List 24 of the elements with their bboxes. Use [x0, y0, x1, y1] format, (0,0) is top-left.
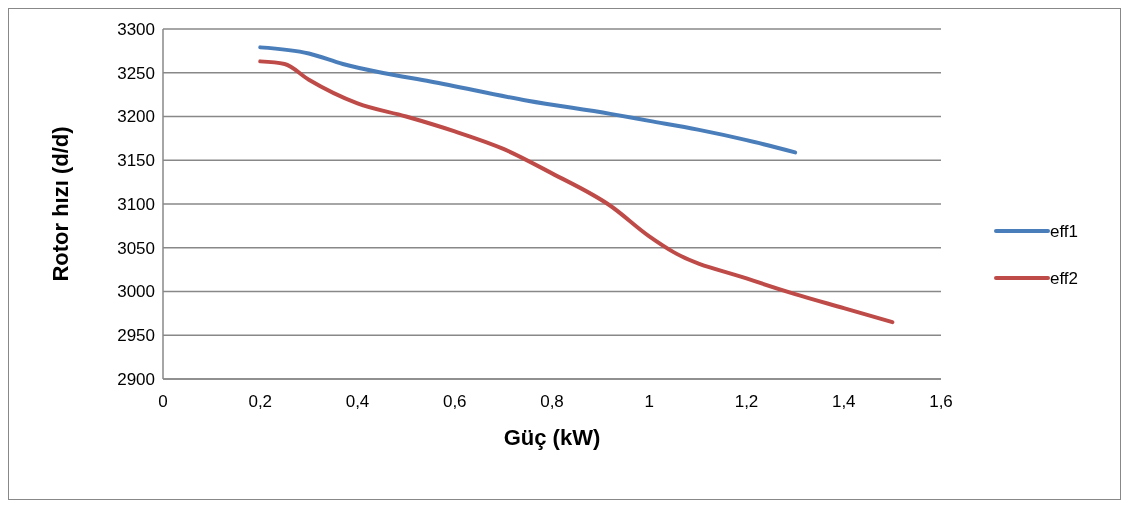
- x-tick-label: 0,6: [442, 392, 467, 411]
- y-tick-label: 3200: [117, 107, 155, 127]
- y-tick-label: 3150: [117, 151, 155, 171]
- y-tick-label: 3100: [117, 194, 155, 214]
- legend-label: eff2: [1050, 268, 1079, 288]
- x-tick-label: 0,2: [248, 392, 273, 411]
- x-tick-label: 1,2: [734, 392, 759, 411]
- y-tick-label: 2900: [117, 369, 155, 389]
- x-tick-label: 0,8: [540, 392, 564, 411]
- line-series: [258, 45, 798, 155]
- x-tick-label: 1: [644, 392, 654, 411]
- line-series: [258, 59, 895, 325]
- x-tick-label: 1,6: [929, 392, 953, 411]
- y-tick-label: 3050: [117, 238, 155, 258]
- x-tick-label: 0: [158, 392, 168, 411]
- legend-label: eff1: [1050, 221, 1079, 241]
- y-tick-label: 2950: [117, 326, 155, 346]
- x-axis-title: Güç (kW): [503, 425, 601, 450]
- x-tick-label: 1,4: [831, 392, 856, 411]
- y-tick-label: 3000: [117, 282, 155, 302]
- x-tick-label: 0,4: [345, 392, 370, 411]
- y-tick-label: 3250: [117, 63, 155, 83]
- y-tick-label: 3300: [117, 19, 155, 39]
- y-axis-title: Rotor hızı (d/d): [48, 126, 73, 282]
